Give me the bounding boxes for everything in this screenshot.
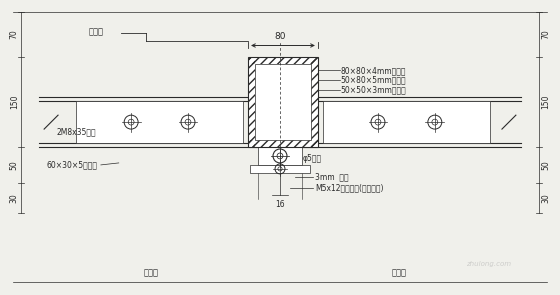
Text: φ5铝钉: φ5铝钉 bbox=[303, 155, 322, 163]
Text: 150: 150 bbox=[542, 95, 550, 109]
Bar bbox=[248, 140, 318, 147]
Text: 50: 50 bbox=[542, 160, 550, 170]
Bar bbox=[248, 58, 255, 147]
Bar bbox=[248, 58, 318, 147]
Text: 16: 16 bbox=[275, 200, 285, 209]
Text: 比例尺: 比例尺 bbox=[143, 268, 158, 277]
Text: 60×30×5角铝框: 60×30×5角铝框 bbox=[46, 160, 97, 169]
Text: 结构面: 结构面 bbox=[89, 27, 104, 36]
Bar bbox=[76, 101, 243, 143]
Bar bbox=[258, 147, 302, 165]
Text: 150: 150 bbox=[10, 95, 18, 109]
Text: 50×80×5mm角铝框: 50×80×5mm角铝框 bbox=[340, 76, 407, 85]
Text: 80: 80 bbox=[274, 32, 286, 40]
Text: 比例尺: 比例尺 bbox=[392, 268, 407, 277]
Text: 2M8x35螺栌: 2M8x35螺栌 bbox=[56, 127, 96, 137]
Bar bbox=[250, 165, 310, 173]
Text: 80×80×4mm角铝框: 80×80×4mm角铝框 bbox=[340, 66, 406, 75]
Bar bbox=[255, 64, 311, 140]
Text: 50×50×3mm角铝框: 50×50×3mm角铝框 bbox=[340, 86, 407, 95]
Text: 50: 50 bbox=[10, 160, 18, 170]
Text: 30: 30 bbox=[10, 193, 18, 203]
Text: zhulong.com: zhulong.com bbox=[466, 261, 512, 268]
Bar bbox=[248, 58, 318, 147]
Bar bbox=[323, 101, 490, 143]
Bar bbox=[311, 58, 318, 147]
Text: 30: 30 bbox=[542, 193, 550, 203]
Text: M5x12自攻螺钉(位置自定): M5x12自攻螺钉(位置自定) bbox=[315, 183, 384, 192]
Text: 70: 70 bbox=[10, 30, 18, 40]
Text: 70: 70 bbox=[542, 30, 550, 40]
Bar bbox=[248, 58, 318, 64]
Text: 3mm  缝宽: 3mm 缝宽 bbox=[315, 172, 348, 181]
